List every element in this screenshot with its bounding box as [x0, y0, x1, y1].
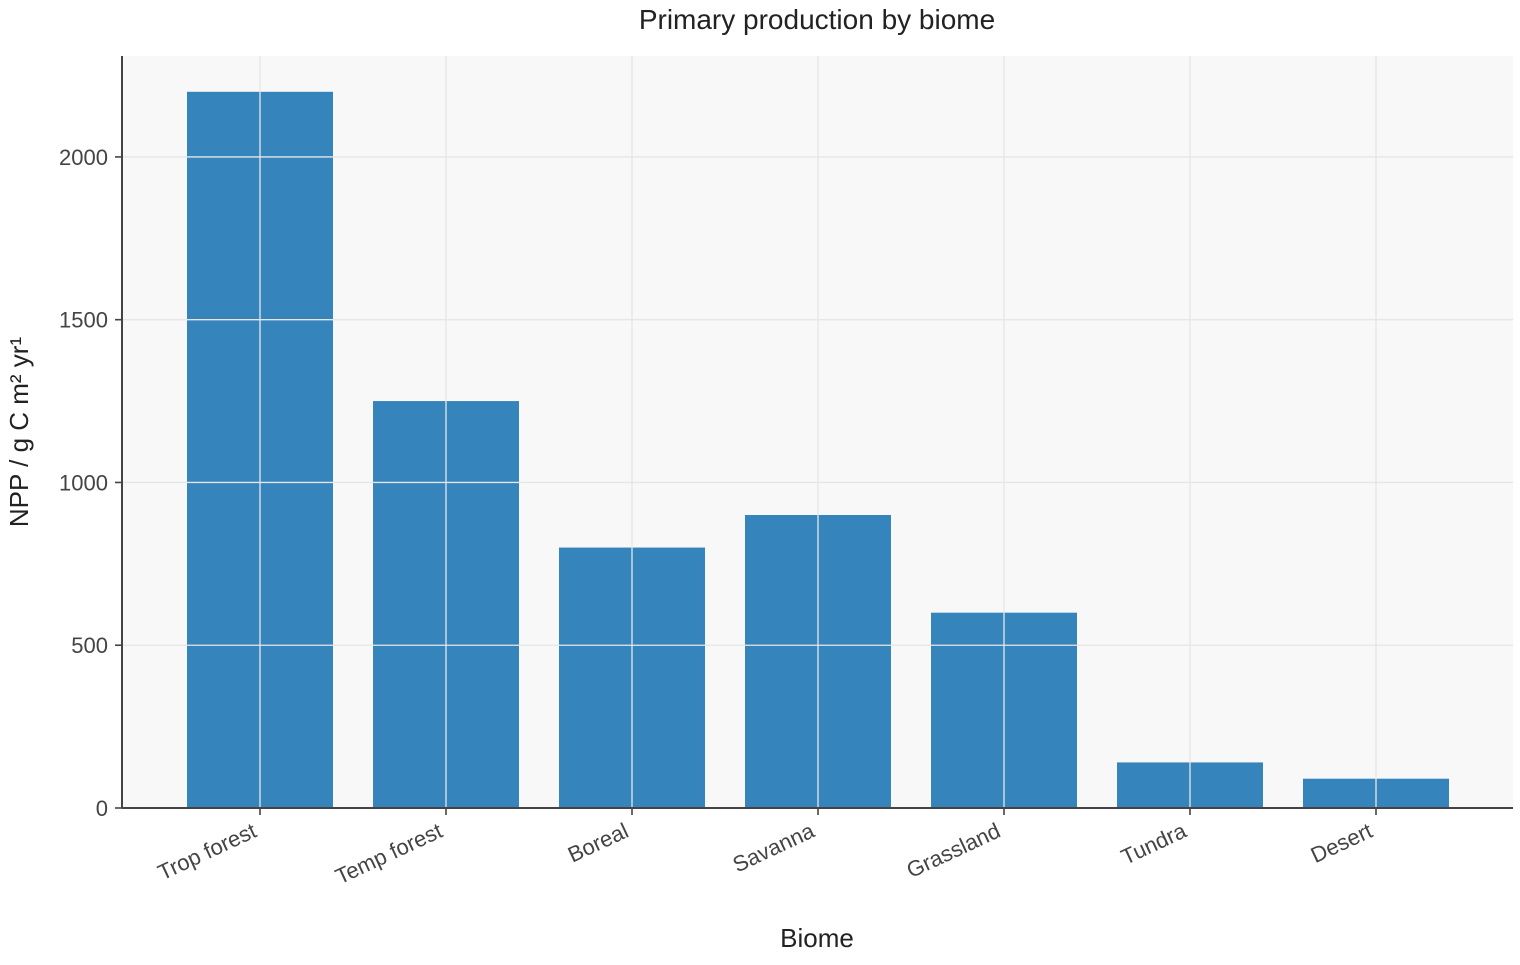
y-axis-label: NPP / g C m² yr¹	[4, 337, 34, 528]
x-tick-label: Trop forest	[154, 818, 260, 885]
x-tick-label: Boreal	[564, 818, 632, 868]
x-tick-label: Grassland	[903, 818, 1004, 883]
y-tick-label: 2000	[59, 145, 108, 170]
y-tick-label: 0	[96, 796, 108, 821]
x-axis-label: Biome	[780, 923, 854, 953]
y-tick-label: 1000	[59, 470, 108, 495]
y-tick-label: 1500	[59, 308, 108, 333]
y-tick-label: 500	[71, 633, 108, 658]
chart-title: Primary production by biome	[639, 4, 995, 35]
x-tick-label: Temp forest	[331, 818, 446, 889]
x-tick-label: Desert	[1307, 818, 1376, 868]
grid-layer	[122, 56, 1513, 808]
x-tick-label: Savanna	[729, 818, 819, 878]
x-tick-label: Tundra	[1117, 818, 1191, 870]
